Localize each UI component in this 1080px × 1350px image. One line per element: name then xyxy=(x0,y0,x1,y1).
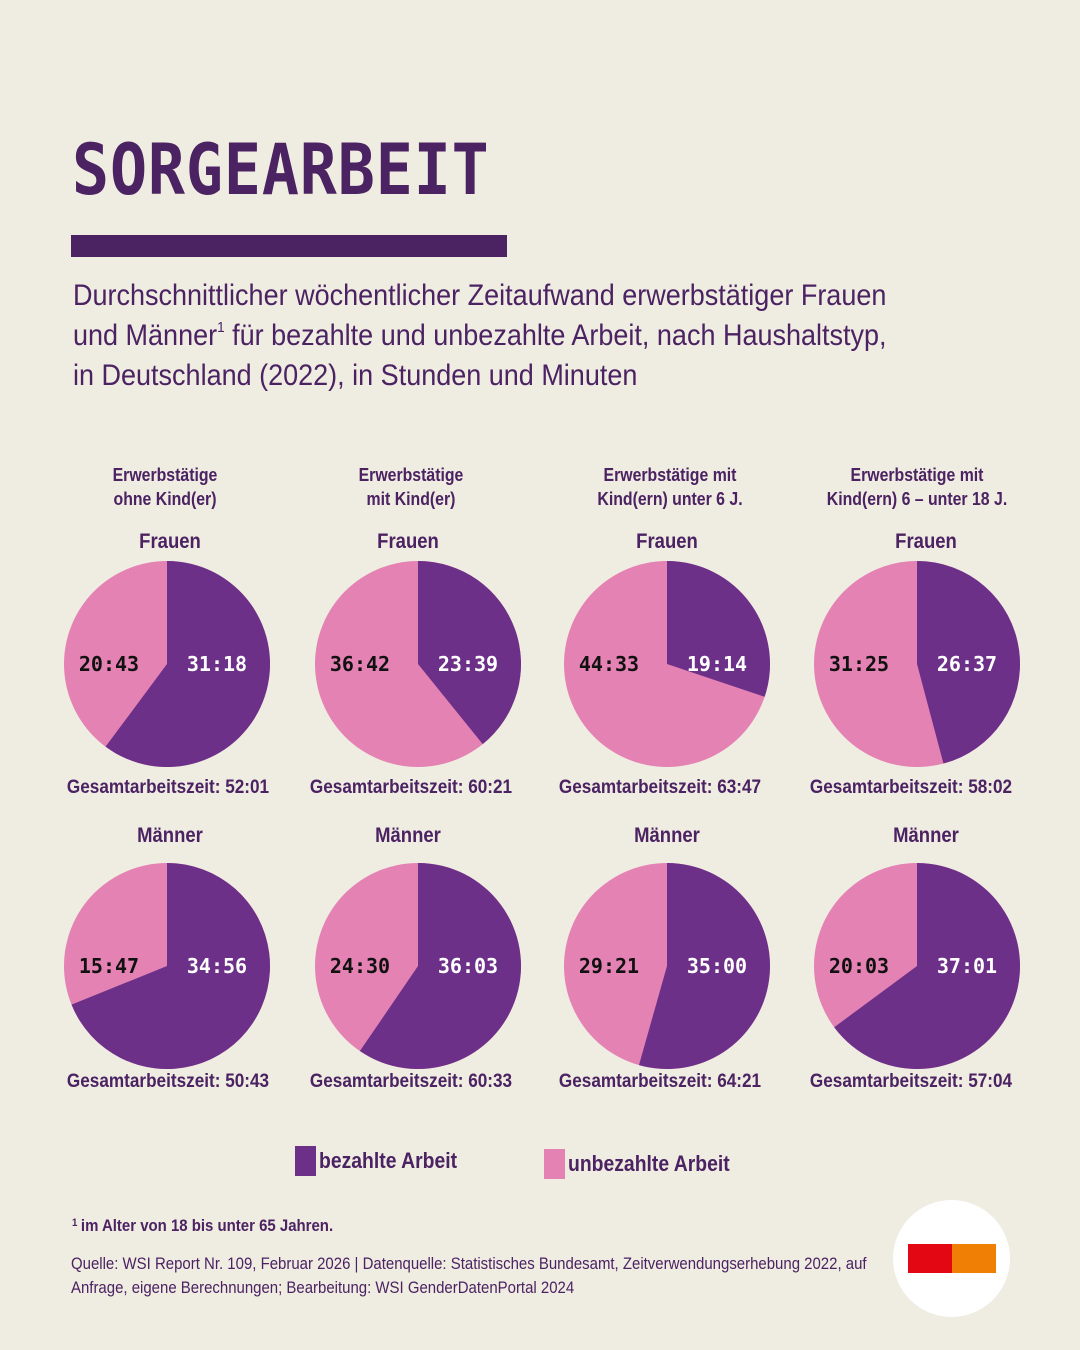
pie-slice-paid xyxy=(917,561,1021,764)
pie-label-unpaid: 20:03 xyxy=(829,954,889,978)
total-worktime-label: Gesamtarbeitszeit: 57:04 xyxy=(797,1070,1026,1093)
subtitle-line-1: Durchschnittlicher wöchentlicher Zeitauf… xyxy=(73,279,887,312)
total-value: 64:21 xyxy=(717,1070,762,1092)
column-heading-line2: Kind(ern) 6 – unter 18 J. xyxy=(826,489,1008,509)
column-heading-line2: Kind(ern) unter 6 J. xyxy=(597,489,743,509)
pie-label-paid: 26:37 xyxy=(937,652,997,676)
title-underline-bar xyxy=(71,235,507,257)
pie-label-unpaid: 24:30 xyxy=(330,954,390,978)
column-heading-line1: Erwerbstätige xyxy=(112,465,218,485)
subtitle-line-2a: und Männer xyxy=(73,319,218,352)
pie-label-unpaid: 36:42 xyxy=(330,652,390,676)
total-value: 60:33 xyxy=(468,1070,513,1092)
legend-label-paid: bezahlte Arbeit xyxy=(319,1148,458,1173)
pie-label-paid: 37:01 xyxy=(937,954,997,978)
pie-label-paid: 31:18 xyxy=(187,652,247,676)
total-prefix: Gesamtarbeitszeit: xyxy=(809,1070,969,1092)
column-heading-line1: Erwerbstätige mit xyxy=(850,465,984,485)
total-prefix: Gesamtarbeitszeit: xyxy=(558,776,718,798)
column-heading-line2: ohne Kind(er) xyxy=(113,489,217,509)
total-worktime-label: Gesamtarbeitszeit: 64:21 xyxy=(546,1070,775,1093)
pie-label-unpaid: 15:47 xyxy=(79,954,139,978)
total-value: 58:02 xyxy=(968,776,1013,798)
total-worktime-label: Gesamtarbeitszeit: 50:43 xyxy=(54,1070,283,1093)
total-value: 63:47 xyxy=(717,776,762,798)
group-label-maenner: Männer xyxy=(137,824,203,847)
total-value: 50:43 xyxy=(225,1070,270,1092)
footnote: 1 im Alter von 18 bis unter 65 Jahren. xyxy=(72,1216,333,1236)
column-heading-unter-6: Erwerbstätige mit Kind(ern) unter 6 J. xyxy=(560,463,780,511)
pie-label-unpaid: 29:21 xyxy=(579,954,639,978)
group-label-frauen: Frauen xyxy=(377,530,439,553)
legend-swatch-unpaid xyxy=(544,1149,565,1179)
total-value: 52:01 xyxy=(225,776,270,798)
page-title: SORGEARBEIT xyxy=(72,129,490,211)
total-prefix: Gesamtarbeitszeit: xyxy=(66,776,226,798)
logo-red-block xyxy=(908,1244,952,1273)
column-heading-line1: Erwerbstätige mit xyxy=(603,465,737,485)
pie-label-unpaid: 31:25 xyxy=(829,652,889,676)
pie-label-unpaid: 44:33 xyxy=(579,652,639,676)
group-label-frauen: Frauen xyxy=(636,530,698,553)
subtitle-line-2b: für bezahlte und unbezahlte Arbeit, nach… xyxy=(224,319,887,352)
total-worktime-label: Gesamtarbeitszeit: 52:01 xyxy=(54,776,283,799)
column-heading-mit-kinder: Erwerbstätige mit Kind(er) xyxy=(301,463,521,511)
pie-label-paid: 23:39 xyxy=(438,652,498,676)
column-heading-6-bis-18: Erwerbstätige mit Kind(ern) 6 – unter 18… xyxy=(807,463,1027,511)
total-prefix: Gesamtarbeitszeit: xyxy=(558,1070,718,1092)
group-label-maenner: Männer xyxy=(634,824,700,847)
source-note: Quelle: WSI Report Nr. 109, Februar 2026… xyxy=(71,1254,867,1297)
pie-slice-paid xyxy=(667,561,770,697)
group-label-maenner: Männer xyxy=(893,824,959,847)
total-worktime-label: Gesamtarbeitszeit: 63:47 xyxy=(546,776,775,799)
total-value: 60:21 xyxy=(468,776,513,798)
footnote-text: im Alter von 18 bis unter 65 Jahren. xyxy=(80,1216,334,1235)
footnote-marker: 1 xyxy=(72,1217,78,1229)
column-heading-ohne-kinder: Erwerbstätige ohne Kind(er) xyxy=(55,463,275,511)
total-prefix: Gesamtarbeitszeit: xyxy=(66,1070,226,1092)
total-worktime-label: Gesamtarbeitszeit: 58:02 xyxy=(797,776,1026,799)
total-prefix: Gesamtarbeitszeit: xyxy=(309,776,469,798)
legend-label-unpaid: unbezahlte Arbeit xyxy=(568,1151,730,1176)
pie-slice-paid xyxy=(834,863,1020,1069)
pie-label-paid: 19:14 xyxy=(687,652,747,676)
pie-label-paid: 36:03 xyxy=(438,954,498,978)
total-prefix: Gesamtarbeitszeit: xyxy=(809,776,969,798)
logo-orange-block xyxy=(952,1244,996,1273)
footnote-marker: 1 xyxy=(217,319,225,336)
group-label-frauen: Frauen xyxy=(895,530,957,553)
pie-label-paid: 35:00 xyxy=(687,954,747,978)
legend-swatch-paid xyxy=(295,1146,316,1176)
pie-slice-paid xyxy=(71,863,271,1070)
total-worktime-label: Gesamtarbeitszeit: 60:21 xyxy=(297,776,526,799)
total-prefix: Gesamtarbeitszeit: xyxy=(309,1070,469,1092)
subtitle-line-3: in Deutschland (2022), in Stunden und Mi… xyxy=(73,359,638,392)
total-worktime-label: Gesamtarbeitszeit: 60:33 xyxy=(297,1070,526,1093)
legend-item-paid: bezahlte Arbeit xyxy=(295,1146,476,1176)
pie-slice-paid xyxy=(105,561,271,767)
column-heading-line1: Erwerbstätige xyxy=(358,465,464,485)
legend-item-unpaid: unbezahlte Arbeit xyxy=(544,1149,752,1179)
pie-slice-paid xyxy=(418,561,522,745)
total-value: 57:04 xyxy=(968,1070,1013,1092)
group-label-frauen: Frauen xyxy=(139,530,201,553)
pie-slice-paid xyxy=(638,863,770,1069)
chart-subtitle: Durchschnittlicher wöchentlicher Zeitauf… xyxy=(73,276,919,396)
pie-label-paid: 34:56 xyxy=(187,954,247,978)
pie-slice-paid xyxy=(359,863,521,1069)
group-label-maenner: Männer xyxy=(375,824,441,847)
pie-label-unpaid: 20:43 xyxy=(79,652,139,676)
column-heading-line2: mit Kind(er) xyxy=(366,489,456,509)
